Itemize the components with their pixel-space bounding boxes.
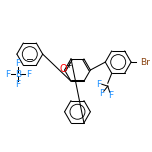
Text: F: F [108, 91, 113, 100]
Text: Br: Br [140, 58, 150, 67]
Text: F: F [15, 80, 20, 89]
Text: F: F [96, 80, 101, 89]
Text: O: O [60, 64, 67, 74]
Text: F: F [15, 59, 20, 68]
Text: +: + [65, 61, 72, 70]
Text: −: − [26, 55, 34, 65]
Text: F: F [99, 89, 104, 98]
Text: B: B [15, 69, 21, 79]
Text: F: F [5, 69, 10, 79]
Text: F: F [26, 69, 31, 79]
